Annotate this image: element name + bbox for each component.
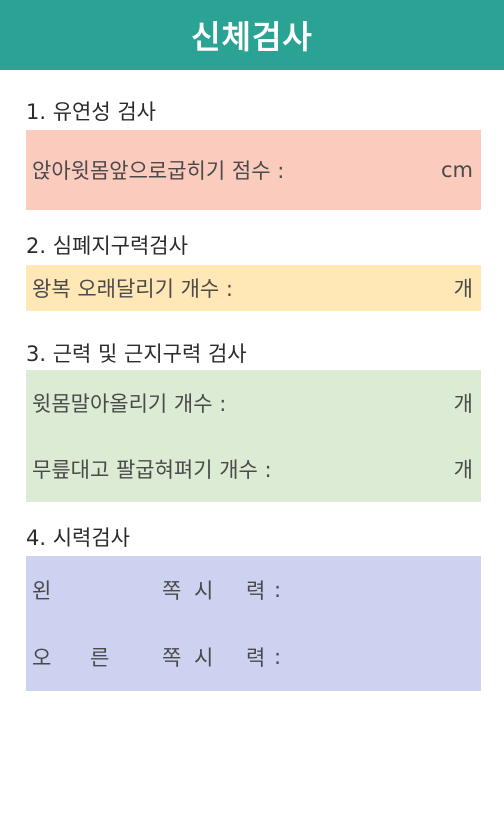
left-eye-char: 왼 [32, 578, 52, 603]
left-eye-char: 시 [194, 578, 214, 603]
left-eye-colon: : [274, 577, 282, 602]
left-eye-label: 왼 쪽 시 력 : [32, 556, 281, 623]
right-eye-char: 력 [246, 645, 266, 670]
right-eye-row[interactable]: 오 른 쪽 시 력 : [26, 623, 481, 690]
app-header: 신체검사 [0, 0, 504, 70]
section-title-vision: 4. 시력검사 [26, 526, 130, 550]
left-eye-char: 력 [246, 578, 266, 603]
shuttle-run-unit: 개 [453, 277, 473, 301]
shuttle-run-row[interactable]: 왕복 오래달리기 개수 : 개 [26, 265, 481, 311]
sit-and-reach-unit: cm [440, 158, 473, 182]
left-eye-char: 쪽 [162, 578, 182, 603]
curl-up-unit: 개 [453, 392, 473, 416]
section-title-cardio: 2. 심폐지구력검사 [26, 234, 188, 258]
left-eye-row[interactable]: 왼 쪽 시 력 : [26, 556, 481, 623]
shuttle-run-label: 왕복 오래달리기 개수 : [32, 277, 233, 301]
section-title-strength: 3. 근력 및 근지구력 검사 [26, 342, 247, 366]
knee-pushup-label: 무릎대고 팔굽혀펴기 개수 : [32, 458, 272, 482]
strength-panel: 윗몸말아올리기 개수 : 개 무릎대고 팔굽혀펴기 개수 : 개 [26, 370, 481, 502]
flexibility-panel: 앉아윗몸앞으로굽히기 점수 : cm [26, 130, 481, 210]
right-eye-char: 쪽 [162, 645, 182, 670]
curl-up-row[interactable]: 윗몸말아올리기 개수 : 개 [26, 370, 481, 436]
right-eye-char: 시 [194, 645, 214, 670]
right-eye-label: 오 른 쪽 시 력 : [32, 623, 281, 690]
curl-up-label: 윗몸말아올리기 개수 : [32, 392, 227, 416]
sit-and-reach-row[interactable]: 앉아윗몸앞으로굽히기 점수 : cm [26, 130, 481, 210]
section-title-flexibility: 1. 유연성 검사 [26, 100, 156, 124]
vision-panel: 왼 쪽 시 력 : 오 른 쪽 시 력 : [26, 556, 481, 691]
cardio-panel: 왕복 오래달리기 개수 : 개 [26, 265, 481, 311]
right-eye-char: 오 [32, 645, 52, 670]
page-title: 신체검사 [191, 18, 313, 56]
right-eye-char: 른 [90, 645, 110, 670]
right-eye-colon: : [274, 644, 282, 669]
sit-and-reach-label: 앉아윗몸앞으로굽히기 점수 : [32, 159, 285, 183]
knee-pushup-unit: 개 [453, 458, 473, 482]
knee-pushup-row[interactable]: 무릎대고 팔굽혀펴기 개수 : 개 [26, 436, 481, 502]
